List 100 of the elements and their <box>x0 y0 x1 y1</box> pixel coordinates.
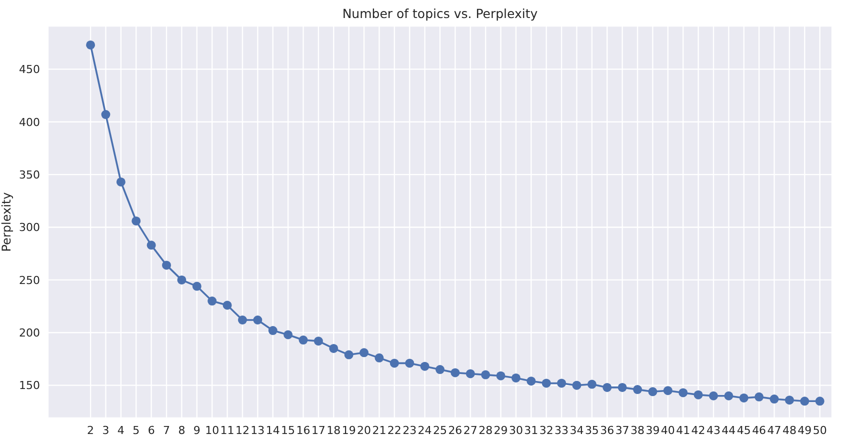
point <box>222 300 232 310</box>
x-tick-label: 17 <box>311 424 326 436</box>
point <box>724 391 734 400</box>
x-tick-label: 34 <box>570 424 584 436</box>
x-tick-label: 22 <box>387 424 402 436</box>
y-tick-label: 250 <box>19 274 40 287</box>
x-tick-label: 45 <box>736 424 751 436</box>
point <box>420 362 430 371</box>
x-tick-label: 42 <box>691 424 706 436</box>
point <box>192 282 202 291</box>
x-tick-label: 31 <box>524 424 538 436</box>
point <box>360 348 369 358</box>
x-tick-label: 21 <box>372 424 386 436</box>
point <box>253 316 262 324</box>
point <box>86 40 96 50</box>
point <box>708 391 718 400</box>
x-tick-label: 46 <box>752 424 766 436</box>
x-tick-label: 32 <box>539 424 554 436</box>
x-tick-label: 28 <box>478 424 493 436</box>
x-tick-label: 35 <box>584 424 599 436</box>
point <box>784 396 794 405</box>
point <box>602 382 612 392</box>
point <box>101 110 110 120</box>
point <box>694 390 703 400</box>
chart-title: Number of topics vs. Perplexity <box>341 6 539 21</box>
x-tick-label: 15 <box>281 424 296 436</box>
x-tick-label: 30 <box>508 424 523 436</box>
point <box>739 393 748 402</box>
point <box>329 344 338 353</box>
point <box>314 336 323 346</box>
x-tick-label: 13 <box>250 424 265 436</box>
point <box>405 358 414 368</box>
x-tick-label: 27 <box>463 424 478 436</box>
x-tick-label: 9 <box>193 424 200 436</box>
x-tick-label: 47 <box>767 424 782 436</box>
point <box>526 376 536 386</box>
x-tick-label: 41 <box>676 424 690 436</box>
x-tick-label: 29 <box>494 424 508 436</box>
x-tick-label: 24 <box>418 424 432 436</box>
point <box>208 296 217 306</box>
y-tick-label: 400 <box>19 116 40 129</box>
point <box>557 378 566 388</box>
point <box>268 326 278 336</box>
point <box>466 369 475 378</box>
x-tick-label: 3 <box>102 424 110 436</box>
point <box>238 316 247 324</box>
x-tick-label: 20 <box>357 424 372 436</box>
point <box>344 350 354 360</box>
point <box>450 368 460 378</box>
point <box>648 387 658 396</box>
x-tick-label: 10 <box>205 424 220 436</box>
x-tick-label: 19 <box>342 424 356 436</box>
x-tick-label: 43 <box>706 424 720 436</box>
x-tick-label: 38 <box>630 424 645 436</box>
point <box>436 365 444 374</box>
x-tick-label: 18 <box>326 424 341 436</box>
point <box>663 386 672 396</box>
y-tick-label: 200 <box>19 326 40 340</box>
point <box>572 380 582 390</box>
y-tick-label: 300 <box>19 221 40 234</box>
x-tick-label: 39 <box>646 424 660 436</box>
point <box>481 370 490 380</box>
x-tick-label: 36 <box>600 424 614 436</box>
point <box>132 216 141 226</box>
x-tick-label: 50 <box>812 424 827 436</box>
point <box>298 336 308 345</box>
x-tick-label: 23 <box>402 424 417 436</box>
x-tick-label: 48 <box>782 424 796 436</box>
point <box>390 358 399 368</box>
point <box>177 275 186 284</box>
point <box>116 177 126 186</box>
point <box>162 260 172 270</box>
point <box>618 382 627 392</box>
point <box>587 380 596 389</box>
point <box>754 392 764 402</box>
x-tick-label: 7 <box>163 424 170 436</box>
point <box>511 373 520 382</box>
x-tick-label: 37 <box>615 424 630 436</box>
point <box>374 353 384 362</box>
x-tick-label: 33 <box>554 424 569 436</box>
point <box>800 396 810 406</box>
point <box>284 330 293 340</box>
point <box>496 371 506 380</box>
y-tick-label: 150 <box>19 379 40 392</box>
y-axis-title: Perplexity <box>0 192 14 252</box>
x-tick-label: 44 <box>722 424 736 436</box>
x-tick-label: 26 <box>448 424 462 436</box>
x-tick-label: 25 <box>433 424 447 436</box>
point <box>146 240 156 250</box>
point <box>815 396 824 406</box>
x-tick-label: 5 <box>132 424 140 436</box>
x-tick-label: 12 <box>235 424 250 436</box>
point <box>633 385 642 394</box>
x-tick-label: 40 <box>660 424 675 436</box>
x-tick-label: 14 <box>266 424 280 436</box>
x-tick-label: 8 <box>178 424 186 436</box>
x-tick-label: 6 <box>148 424 155 436</box>
x-tick-label: 16 <box>296 424 310 436</box>
y-tick-label: 350 <box>19 168 40 182</box>
point <box>542 378 551 388</box>
